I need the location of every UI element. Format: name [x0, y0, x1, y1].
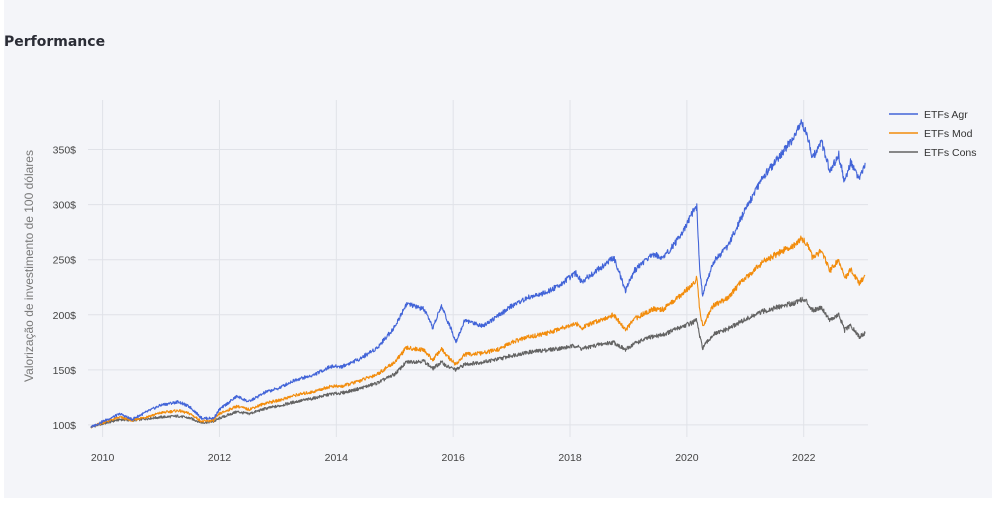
- legend[interactable]: ETFs Agr ETFs Mod ETFs Cons: [889, 109, 977, 159]
- legend-item-etfs-mod[interactable]: ETFs Mod: [889, 128, 973, 140]
- legend-label: ETFs Cons: [924, 147, 977, 159]
- y-tick-label: 150$: [53, 365, 77, 377]
- y-gridlines: [88, 149, 868, 426]
- y-tick-label: 100$: [53, 420, 77, 432]
- y-tick-label: 200$: [53, 310, 77, 322]
- x-tick-label: 2016: [441, 452, 465, 464]
- x-tick-label: 2018: [558, 452, 582, 464]
- legend-item-etfs-cons[interactable]: ETFs Cons: [889, 147, 977, 159]
- x-tick-label: 2012: [208, 452, 232, 464]
- x-tick-label: 2022: [792, 452, 816, 464]
- y-tick-label: 300$: [53, 200, 77, 212]
- y-tick-label: 250$: [53, 255, 77, 267]
- legend-label: ETFs Mod: [924, 128, 973, 140]
- legend-label: ETFs Agr: [924, 109, 968, 121]
- series-lines: [90, 119, 866, 429]
- x-tick-label: 2014: [325, 452, 349, 464]
- chart-card: [4, 0, 992, 498]
- x-tick-label: 2020: [675, 452, 699, 464]
- x-tick-labels: 2010 2012 2014 2016 2018 2020 2022: [91, 452, 816, 464]
- y-tick-label: 350$: [53, 145, 77, 157]
- x-gridlines: [102, 100, 805, 437]
- x-tick-label: 2010: [91, 452, 115, 464]
- y-axis-label: Valorização de investimento de 100 dólar…: [22, 150, 36, 382]
- series-line-etfs-agr: [90, 119, 866, 428]
- series-line-etfs-mod: [90, 235, 866, 429]
- page-title: Performance: [4, 34, 106, 50]
- y-tick-labels: 100$ 150$ 200$ 250$ 300$ 350$: [53, 145, 77, 432]
- legend-item-etfs-agr[interactable]: ETFs Agr: [889, 109, 968, 121]
- series-line-etfs-cons: [90, 296, 866, 428]
